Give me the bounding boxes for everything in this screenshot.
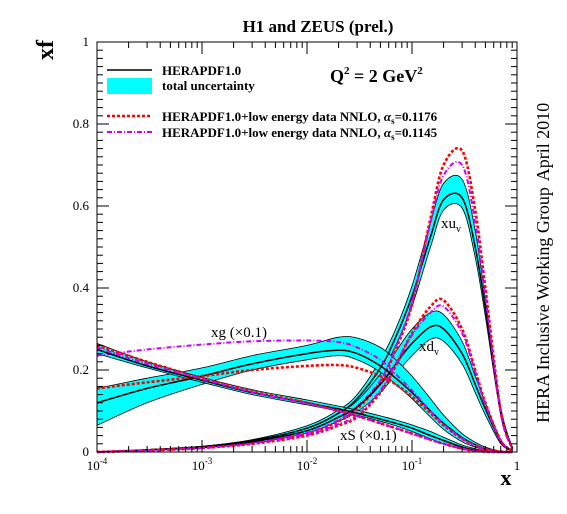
y-tick-label: 0.4 <box>73 280 90 295</box>
x-axis-label: x <box>501 465 512 490</box>
annotation-xg: xg (×0.1) <box>211 325 267 341</box>
curve-nnlo2-xdv <box>96 304 513 453</box>
x-tick-label: 1 <box>514 458 521 473</box>
legend-label-herapdf: HERAPDF1.0 <box>162 63 241 78</box>
legend: HERAPDF1.0 total uncertainty HERAPDF1.0+… <box>107 63 438 142</box>
annotation-xuv: xuv <box>441 216 461 235</box>
curve-nnlo2-xuv <box>96 160 514 453</box>
x-tick-label: 10-3 <box>192 456 213 473</box>
legend-label-nnlo2: HERAPDF1.0+low energy data NNLO, αs=0.11… <box>162 125 438 142</box>
curve-nnlo2-xg <box>96 339 513 453</box>
x-tick-label: 10-2 <box>297 456 318 473</box>
q2-exponent: 2 <box>344 65 350 77</box>
curve-nnlo1-xs <box>96 344 513 454</box>
x-tick-label: 10-4 <box>87 456 108 473</box>
y-tick-label: 0.2 <box>73 362 89 377</box>
side-text-date: April 2010 <box>533 103 553 182</box>
chart-title: H1 and ZEUS (prel.) <box>243 17 394 36</box>
y-tick-label: 0.6 <box>73 198 90 213</box>
y-axis-label: xf <box>33 39 59 60</box>
curves <box>96 146 514 454</box>
x-tick-label: 10-1 <box>402 456 423 473</box>
annotation-xs: xS (×0.1) <box>340 428 397 444</box>
q2-value: = 2 GeV <box>350 66 418 86</box>
q2-symbol: Q <box>330 66 344 86</box>
legend-label-nnlo1: HERAPDF1.0+low energy data NNLO, αs=0.11… <box>162 109 438 126</box>
axis-ticks: 0 0.2 0.4 0.6 0.8 1 10-4 10-3 10-2 10-1 1 <box>73 34 521 473</box>
annotation-xdv: xdv <box>419 339 439 358</box>
curve-nnlo1-xg <box>96 363 513 454</box>
q2-label: Q2 = 2 GeV2 <box>330 65 423 86</box>
y-tick-label: 0 <box>83 444 90 459</box>
legend-label-unc: total uncertainty <box>162 78 255 93</box>
legend-swatch-unc <box>107 78 152 94</box>
y-tick-label: 1 <box>83 34 90 49</box>
y-tick-label: 0.8 <box>73 116 89 131</box>
side-text-group: HERA Inclusive Working Group <box>533 187 553 423</box>
q2-unit-exponent: 2 <box>417 65 423 77</box>
